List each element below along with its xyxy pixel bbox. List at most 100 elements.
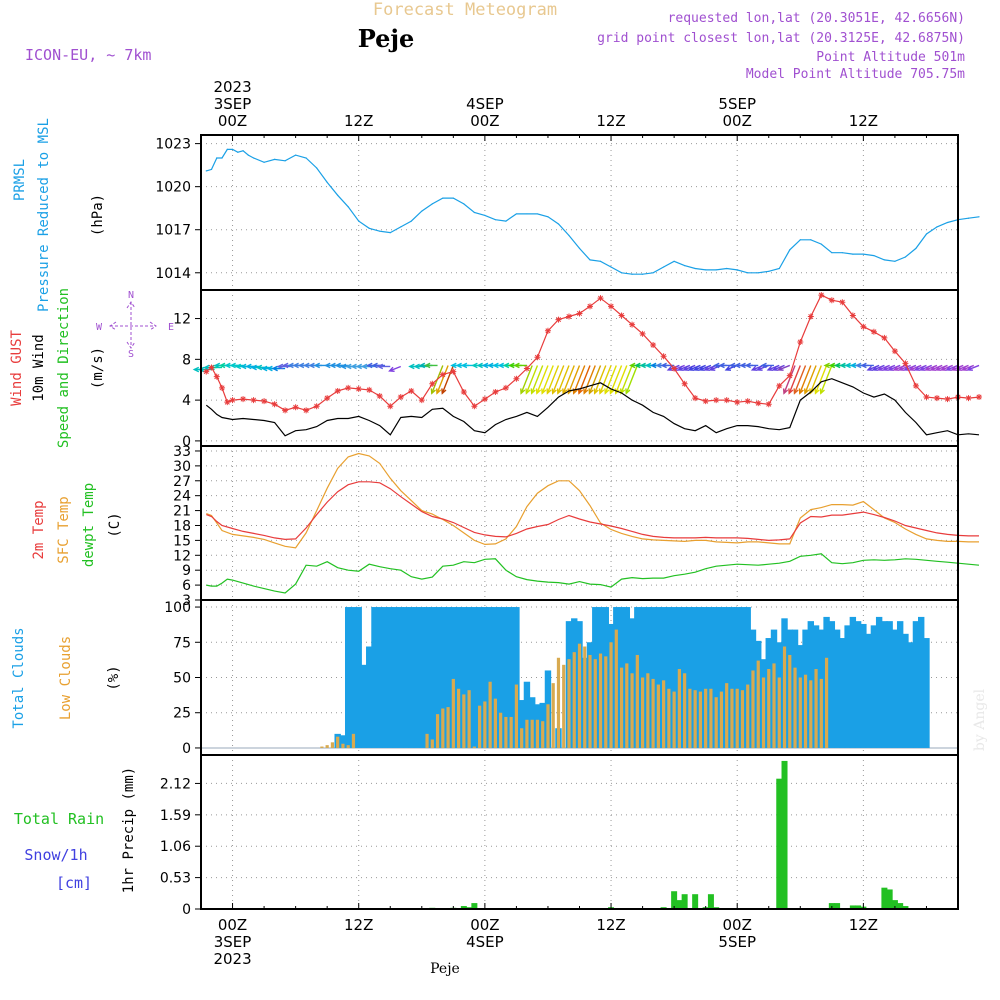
wind-arrow-head bbox=[313, 362, 321, 369]
low-cloud-bar bbox=[530, 719, 534, 748]
pressure-point bbox=[705, 269, 707, 271]
low-cloud-bar bbox=[782, 646, 787, 748]
wind-arrow-head bbox=[376, 363, 384, 370]
gust-marker bbox=[334, 387, 341, 394]
wind-arrow-head bbox=[497, 362, 505, 369]
gust-marker bbox=[282, 407, 289, 414]
wind-arrow-head bbox=[297, 362, 305, 369]
total-cloud-bar bbox=[923, 638, 930, 748]
temperature-tick-label: 6 bbox=[182, 578, 191, 594]
total-cloud-bar bbox=[366, 646, 373, 748]
low-cloud-bar bbox=[588, 654, 592, 748]
low-cloud-bar bbox=[688, 688, 692, 748]
wind-arrow bbox=[683, 364, 696, 371]
pressure-point bbox=[252, 157, 255, 159]
bottom-x-label: 4SEP bbox=[466, 933, 504, 951]
temperature-tick-label: 3 bbox=[182, 593, 191, 609]
low-cloud-bar bbox=[662, 680, 666, 748]
wind-arrow-head bbox=[766, 365, 774, 371]
low-cloud-bar bbox=[435, 714, 440, 748]
wind-arrow bbox=[936, 364, 948, 371]
total-cloud-bar bbox=[660, 607, 667, 748]
total-cloud-bar bbox=[471, 607, 478, 748]
gust-marker bbox=[429, 380, 436, 387]
gust-marker bbox=[224, 399, 231, 406]
gust-marker bbox=[944, 396, 951, 403]
total-cloud-bar bbox=[728, 607, 736, 748]
wind-arrow bbox=[525, 365, 539, 394]
total-cloud-bar bbox=[423, 607, 431, 748]
total-cloud-bar bbox=[655, 607, 662, 748]
top-x-label: 12Z bbox=[344, 112, 373, 130]
wind-arrow bbox=[557, 365, 570, 394]
wind-arrow bbox=[778, 364, 791, 371]
wind-arrow-head bbox=[682, 365, 690, 371]
pressure-point bbox=[410, 220, 412, 222]
bottom-x-label: 00Z bbox=[723, 916, 752, 934]
precip-bar bbox=[776, 778, 783, 909]
low-cloud-bar bbox=[819, 678, 823, 748]
wind-arrow-head bbox=[556, 388, 563, 395]
total-cloud-bar bbox=[870, 625, 878, 748]
temperature-tick-label: 24 bbox=[173, 489, 191, 505]
low-cloud-bar bbox=[614, 629, 618, 748]
wind-arrow-head bbox=[882, 365, 889, 371]
precip-bar bbox=[676, 900, 683, 909]
wind-arrow-head bbox=[913, 365, 921, 371]
gust-marker bbox=[203, 368, 210, 375]
low-cloud-bar bbox=[798, 677, 802, 748]
wind-arrow-head bbox=[471, 362, 478, 369]
low-cloud-bar bbox=[446, 707, 450, 748]
pressure-point bbox=[237, 151, 239, 153]
precip-bar bbox=[781, 760, 788, 909]
pressure-point bbox=[421, 210, 423, 212]
wind-arrow-head bbox=[809, 388, 815, 395]
pressure-point bbox=[557, 223, 560, 225]
low-cloud-bar bbox=[640, 677, 645, 748]
total-cloud-bar bbox=[486, 607, 494, 748]
total-cloud-bar bbox=[497, 607, 504, 748]
top-x-label: 4SEP bbox=[466, 95, 504, 113]
gust-marker bbox=[870, 328, 877, 335]
wind-arrow-head bbox=[234, 363, 242, 370]
wind-arrow-head bbox=[513, 362, 520, 369]
wind-10m-label: 10m Wind bbox=[31, 334, 47, 401]
low-cloud-bar bbox=[651, 678, 655, 748]
wind-arrow-head bbox=[287, 362, 294, 369]
cloud-panel-labels: Total Clouds Low Clouds (%) bbox=[11, 627, 122, 728]
wind-arrow-head bbox=[339, 363, 347, 370]
gust-marker bbox=[849, 312, 856, 319]
low-cloud-bar bbox=[777, 677, 781, 748]
wind-arrow bbox=[752, 364, 764, 371]
gust-marker bbox=[313, 403, 320, 410]
precip-bar bbox=[897, 903, 904, 909]
low-cloud-bar bbox=[704, 688, 708, 748]
wind-arrow bbox=[883, 364, 896, 371]
precip-tick-label: 1.59 bbox=[160, 808, 191, 824]
precip-bar bbox=[692, 894, 699, 909]
precip-grid: 0 0.53 1.06 1.59 2.12 bbox=[160, 755, 958, 918]
low-cloud-bar bbox=[714, 697, 718, 748]
footer-station: Peje bbox=[430, 961, 460, 977]
wind-arrow-head bbox=[371, 362, 378, 369]
wind-arrow-head bbox=[849, 362, 857, 369]
pressure-point bbox=[778, 267, 780, 270]
total-cloud-bar bbox=[854, 621, 862, 748]
low-cloud-bar bbox=[693, 690, 697, 748]
low-cloud-bar bbox=[767, 669, 771, 748]
pressure-point bbox=[216, 157, 218, 159]
wind-arrow-head bbox=[334, 362, 342, 369]
low-cloud-bar bbox=[430, 739, 434, 748]
total-cloud-bar bbox=[350, 607, 357, 748]
top-x-label: 00Z bbox=[218, 112, 247, 130]
pressure-point bbox=[484, 214, 486, 216]
total-cloud-bar bbox=[875, 616, 883, 748]
gust-marker bbox=[250, 397, 257, 404]
gust-marker bbox=[576, 310, 583, 317]
plot-area: 1014101710201023048123691215182124273033… bbox=[155, 78, 983, 968]
low-cloud-bar bbox=[320, 746, 324, 748]
total-cloud-bar bbox=[686, 607, 694, 748]
gust-marker bbox=[797, 339, 804, 345]
precip-bar bbox=[471, 903, 478, 909]
